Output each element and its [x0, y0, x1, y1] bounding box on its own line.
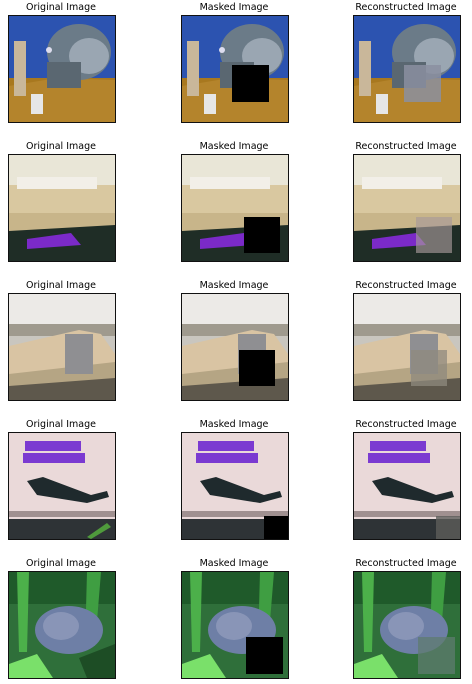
- mask-region: [244, 217, 280, 253]
- reconstructed-image-title: Reconstructed Image: [355, 141, 457, 152]
- reconstructed-image: [353, 154, 461, 262]
- original-image: [8, 15, 116, 123]
- masked-image: [181, 154, 289, 262]
- reconstructed-image-title: Reconstructed Image: [355, 2, 457, 13]
- original-image-title: Original Image: [26, 280, 96, 291]
- original-image: [8, 293, 116, 401]
- mask-region: [232, 65, 269, 102]
- mask-region: [264, 516, 288, 539]
- masked-image: [181, 571, 289, 679]
- masked-image: [181, 15, 289, 123]
- masked-image: [181, 432, 289, 540]
- mask-region: [239, 350, 275, 386]
- original-image: [8, 432, 116, 540]
- reconstructed-image: [353, 293, 461, 401]
- reconstructed-image-title: Reconstructed Image: [355, 558, 457, 569]
- mask-region: [246, 637, 283, 674]
- original-image-title: Original Image: [26, 2, 96, 13]
- masked-image-title: Masked Image: [199, 141, 269, 152]
- original-image-title: Original Image: [26, 419, 96, 430]
- masked-image-title: Masked Image: [199, 280, 269, 291]
- masked-image-title: Masked Image: [199, 558, 269, 569]
- reconstructed-image: [353, 15, 461, 123]
- reconstructed-image: [353, 571, 461, 679]
- original-image: [8, 154, 116, 262]
- original-image: [8, 571, 116, 679]
- masked-image: [181, 293, 289, 401]
- masked-image-title: Masked Image: [199, 2, 269, 13]
- original-image-title: Original Image: [26, 141, 96, 152]
- reconstructed-image-title: Reconstructed Image: [355, 280, 457, 291]
- masked-image-title: Masked Image: [199, 419, 269, 430]
- reconstructed-image: [353, 432, 461, 540]
- reconstructed-image-title: Reconstructed Image: [355, 419, 457, 430]
- original-image-title: Original Image: [26, 558, 96, 569]
